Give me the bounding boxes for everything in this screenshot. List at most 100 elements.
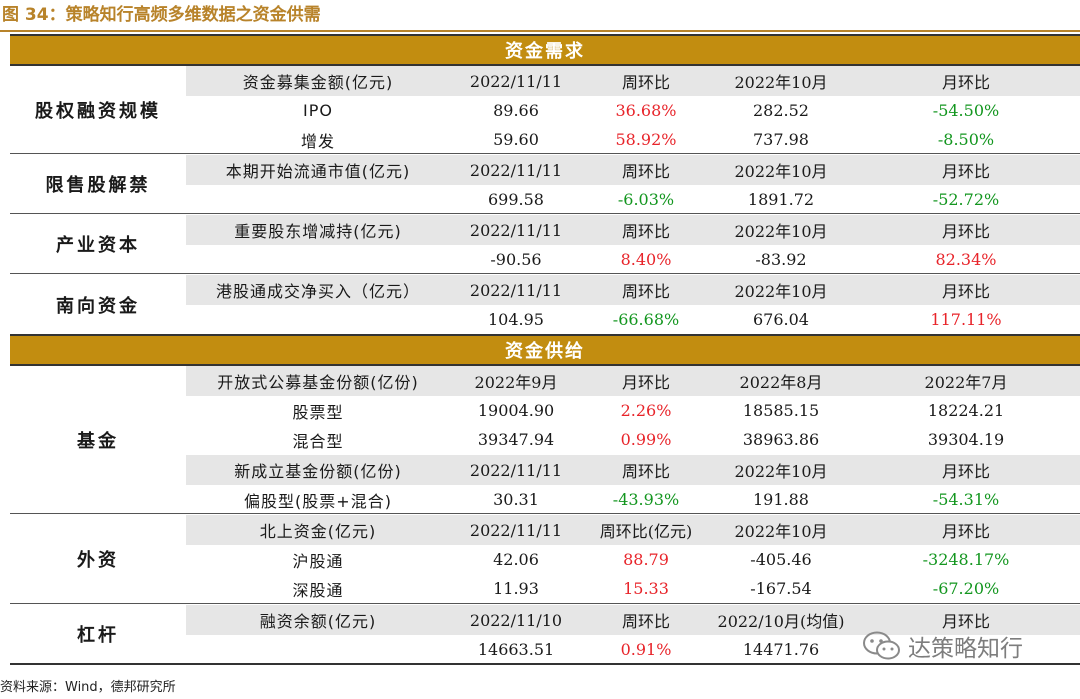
demand-band-title: 资金需求 (505, 41, 585, 62)
cell-value2: 38963.86 (742, 430, 820, 449)
header-change: 周环比 (621, 222, 670, 241)
row-label: 股票型 (292, 402, 344, 422)
supply-band-title: 资金供给 (505, 341, 585, 362)
header-period: 2022/11/11 (469, 220, 563, 240)
header-period2: 2022年10月 (734, 73, 828, 92)
cell-value: 39347.94 (477, 430, 555, 449)
cell-value: 19004.90 (477, 401, 555, 420)
header-row: 融资余额(亿元) 2022/11/10 周环比 2022/10月(均值) 月环比 (186, 605, 1080, 635)
cell-change2: -8.50% (937, 130, 995, 149)
watermark-text: 达策略知行 (908, 636, 1023, 662)
section-southbound: 南向资金 港股通成交净买入（亿元） 2022/11/11 周环比 2022年10… (10, 275, 1080, 334)
category-label: 产业资本 (56, 235, 140, 256)
header-change2: 月环比 (941, 612, 990, 631)
table-row: 混合型 39347.94 0.99% 38963.86 39304.19 (186, 425, 1080, 454)
header-period: 2022/11/11 (469, 520, 563, 540)
header-change2: 月环比 (941, 162, 990, 181)
header-period3: 2022年7月 (924, 373, 1008, 392)
cell-value: 30.31 (493, 490, 539, 509)
cell-value3: 18224.21 (927, 401, 1005, 420)
supply-band: 资金供给 (10, 334, 1080, 366)
table-row: 699.58 -6.03% 1891.72 -52.72% (186, 185, 1080, 214)
table-row: 股票型 19004.90 2.26% 18585.15 18224.21 (186, 396, 1080, 425)
header-period2: 2022年10月 (734, 282, 828, 301)
header-metric: 港股通成交净买入（亿元） (215, 282, 420, 301)
cell-value2: -167.54 (750, 579, 812, 598)
header-change: 周环比 (621, 73, 670, 92)
header-period2: 2022/10月(均值) (717, 612, 845, 631)
section-funds: 基金 开放式公募基金份额(亿份) 2022年9月 月环比 2022年8月 202… (10, 366, 1080, 514)
row-label: 偏股型(股票+混合) (244, 491, 392, 511)
cell-value: -90.56 (490, 250, 542, 269)
header-row: 新成立基金份额(亿份) 2022/11/11 周环比 2022年10月 月环比 (186, 455, 1080, 485)
header-period: 2022/11/10 (469, 610, 563, 630)
cell-change2: -3248.17% (922, 550, 1010, 569)
section-industrial-capital: 产业资本 重要股东增减持(亿元) 2022/11/11 周环比 2022年10月… (10, 215, 1080, 274)
header-period2: 2022年10月 (734, 162, 828, 181)
cell-value: 699.58 (488, 190, 544, 209)
header-metric: 开放式公募基金份额(亿份) (217, 373, 419, 392)
cell-change2: -54.31% (932, 490, 1000, 509)
header-change: 周环比(亿元) (599, 522, 693, 541)
header-row: 港股通成交净买入（亿元） 2022/11/11 周环比 2022年10月 月环比 (186, 275, 1080, 305)
category-label: 南向资金 (56, 295, 140, 317)
table-row: 深股通 11.93 15.33 -167.54 -67.20% (186, 574, 1080, 603)
cell-value3: 39304.19 (927, 430, 1005, 449)
cell-value2: -405.46 (750, 550, 812, 569)
cell-change: 0.99% (620, 430, 672, 449)
header-row: 重要股东增减持(亿元) 2022/11/11 周环比 2022年10月 月环比 (186, 215, 1080, 245)
cell-change: 8.40% (620, 250, 672, 269)
cell-value2: -83.92 (755, 250, 807, 269)
cell-change: -6.03% (617, 190, 675, 209)
cell-change: -43.93% (612, 490, 680, 509)
row-label: 混合型 (292, 431, 344, 451)
cell-value2: 14471.76 (742, 640, 820, 659)
header-change2: 月环比 (941, 73, 990, 92)
cell-value2: 191.88 (753, 490, 809, 509)
cell-change: 88.79 (623, 550, 669, 569)
table-row: 104.95 -66.68% 676.04 117.11% (186, 305, 1080, 334)
table-row: -90.56 8.40% -83.92 82.34% (186, 245, 1080, 274)
section-leverage: 杠杆 融资余额(亿元) 2022/11/10 周环比 2022/10月(均值) … (10, 605, 1080, 665)
header-metric: 北上资金(亿元) (259, 522, 377, 541)
header-period: 2022/11/11 (469, 280, 563, 300)
cell-value: 104.95 (488, 310, 544, 329)
category-label: 限售股解禁 (45, 175, 151, 196)
header-metric: 融资余额(亿元) (259, 612, 377, 631)
header-period2: 2022年8月 (739, 373, 823, 392)
header-change: 周环比 (621, 462, 670, 481)
cell-change: 2.26% (620, 401, 672, 420)
header-row: 资金募集金额(亿元) 2022/11/11 周环比 2022年10月 月环比 (186, 66, 1080, 96)
figure-title: 图 34：策略知行高频多维数据之资金供需 (2, 5, 321, 25)
row-label: IPO (303, 101, 333, 120)
cell-change: 0.91% (620, 640, 672, 659)
cell-value2: 18585.15 (742, 401, 820, 420)
cell-change: 36.68% (615, 101, 677, 120)
table-row: 沪股通 42.06 88.79 -405.46 -3248.17% (186, 545, 1080, 574)
header-row: 开放式公募基金份额(亿份) 2022年9月 月环比 2022年8月 2022年7… (186, 366, 1080, 396)
category-label: 基金 (77, 430, 119, 452)
header-period: 2022/11/11 (469, 460, 563, 480)
row-label: 沪股通 (292, 551, 344, 571)
demand-band: 资金需求 (10, 34, 1080, 66)
wechat-icon (863, 631, 900, 660)
header-change: 月环比 (621, 373, 670, 392)
table-row: 偏股型(股票+混合) 30.31 -43.93% 191.88 -54.31% (186, 485, 1080, 514)
cell-value2: 676.04 (753, 310, 809, 329)
cell-value2: 282.52 (753, 101, 809, 120)
section-foreign-capital: 外资 北上资金(亿元) 2022/11/11 周环比(亿元) 2022年10月 … (10, 515, 1080, 604)
cell-change: -66.68% (612, 310, 680, 329)
header-metric: 本期开始流通市值(亿元) (225, 162, 411, 181)
row-label: 深股通 (292, 580, 344, 600)
cell-value: 14663.51 (477, 640, 555, 659)
cell-value2: 1891.72 (747, 190, 815, 209)
cell-value: 89.66 (493, 101, 539, 120)
cell-change2: -67.20% (932, 579, 1000, 598)
cell-change2: -52.72% (932, 190, 1000, 209)
header-period: 2022年9月 (474, 373, 558, 392)
header-change2: 月环比 (941, 522, 990, 541)
cell-change2: 117.11% (930, 310, 1002, 329)
cell-value: 59.60 (493, 130, 539, 149)
header-metric: 新成立基金份额(亿份) (234, 462, 402, 481)
section-lockup-expiry: 限售股解禁 本期开始流通市值(亿元) 2022/11/11 周环比 2022年1… (10, 155, 1080, 214)
